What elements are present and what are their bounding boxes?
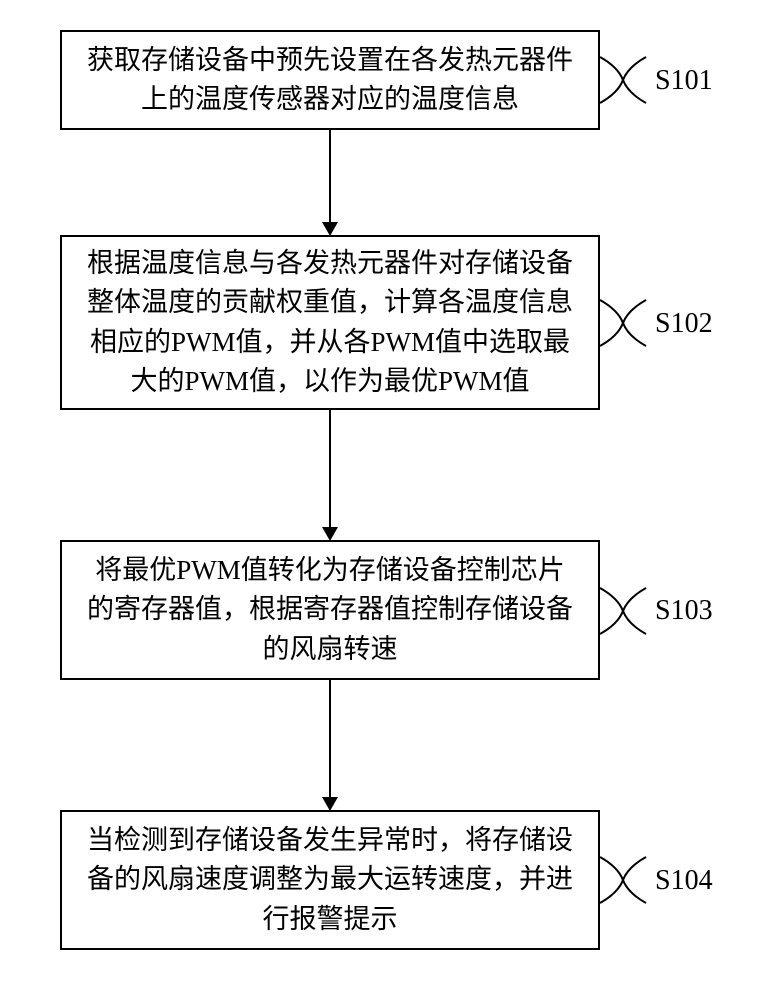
step-text-s102: 根据温度信息与各发热元器件对存储设备整体温度的贡献权重值，计算各温度信息相应的P… bbox=[82, 244, 578, 401]
arrow-head-s102-s103 bbox=[322, 527, 338, 541]
step-label-s101: S101 bbox=[655, 65, 713, 97]
step-box-s101: 获取存储设备中预先设置在各发热元器件上的温度传感器对应的温度信息 bbox=[60, 30, 600, 130]
step-label-s104: S104 bbox=[655, 865, 713, 897]
arrow-head-s101-s102 bbox=[322, 222, 338, 236]
arrow-s101-s102 bbox=[329, 130, 331, 222]
step-box-s103: 将最优PWM值转化为存储设备控制芯片的寄存器值，根据寄存器值控制存储设备的风扇转… bbox=[60, 540, 600, 680]
step-label-s102: S102 bbox=[655, 308, 713, 340]
step-text-s101: 获取存储设备中预先设置在各发热元器件上的温度传感器对应的温度信息 bbox=[82, 41, 578, 119]
curve-connector-s101 bbox=[598, 55, 653, 105]
flowchart-container: 获取存储设备中预先设置在各发热元器件上的温度传感器对应的温度信息 S101 根据… bbox=[0, 0, 770, 1000]
arrow-s103-s104 bbox=[329, 680, 331, 797]
step-text-s104: 当检测到存储设备发生异常时，将存储设备的风扇速度调整为最大运转速度，并进行报警提… bbox=[82, 821, 578, 938]
curve-connector-s102 bbox=[598, 298, 653, 348]
step-box-s104: 当检测到存储设备发生异常时，将存储设备的风扇速度调整为最大运转速度，并进行报警提… bbox=[60, 810, 600, 950]
step-box-s102: 根据温度信息与各发热元器件对存储设备整体温度的贡献权重值，计算各温度信息相应的P… bbox=[60, 235, 600, 410]
step-label-s103: S103 bbox=[655, 595, 713, 627]
curve-connector-s103 bbox=[598, 586, 653, 636]
curve-connector-s104 bbox=[598, 855, 653, 905]
step-text-s103: 将最优PWM值转化为存储设备控制芯片的寄存器值，根据寄存器值控制存储设备的风扇转… bbox=[82, 551, 578, 668]
arrow-head-s103-s104 bbox=[322, 797, 338, 811]
arrow-s102-s103 bbox=[329, 410, 331, 527]
